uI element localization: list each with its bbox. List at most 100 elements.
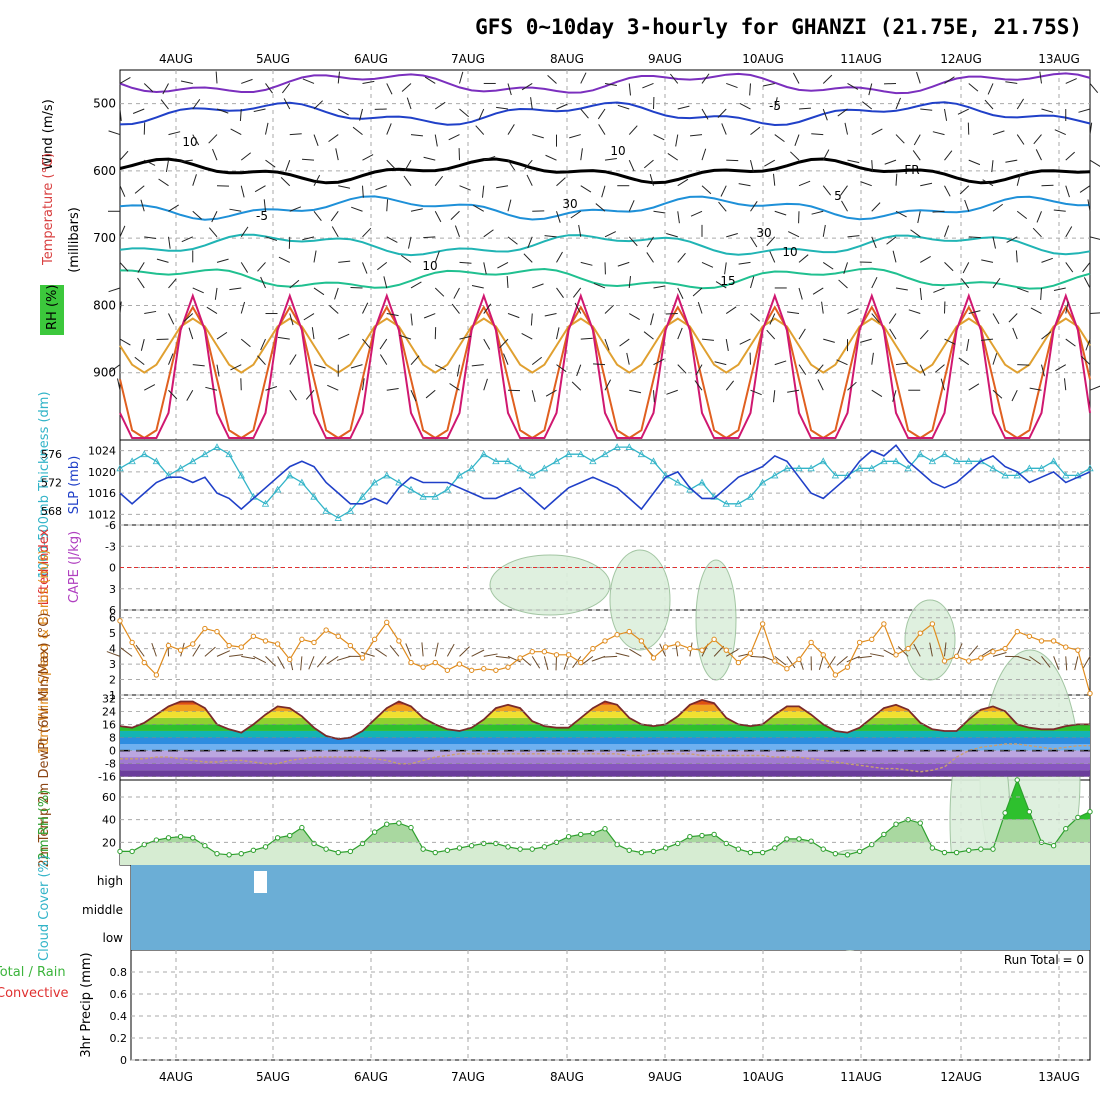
wind-barb (1065, 301, 1069, 314)
wind-barb (530, 97, 533, 110)
thickness-point (589, 457, 597, 465)
rh2m-ylabel: 2m RH (%) (37, 790, 52, 861)
thickness-point (540, 464, 549, 472)
wind-barb (837, 108, 848, 117)
wind10m-point (650, 655, 657, 661)
wind-barb (580, 148, 583, 161)
wind10m-point (941, 658, 948, 664)
temp2m-tick: 8 (109, 732, 116, 745)
wind10m-barb (992, 652, 1007, 657)
wind-barb (580, 72, 587, 84)
wind-barb (1089, 312, 1100, 315)
thickness-point (455, 471, 464, 479)
wind-barb (992, 313, 1000, 325)
rh2m-point (1087, 809, 1093, 815)
wind10m-point (614, 632, 620, 638)
wind10m-point (190, 641, 196, 647)
wind10m-point (359, 655, 366, 661)
wind-barb (424, 76, 436, 84)
wind10m-barb (857, 655, 872, 659)
wind-barb (240, 185, 245, 198)
wind-barb (280, 177, 291, 187)
wind-barb (327, 384, 339, 391)
thickness-point (213, 443, 221, 450)
wind-barb (920, 255, 931, 263)
wind-barb (787, 311, 800, 315)
wind-barb (717, 108, 727, 118)
wind-barb (697, 301, 703, 314)
wind-barb (860, 338, 872, 343)
wind10m-barb (216, 650, 230, 657)
wind10m-point (274, 641, 281, 647)
rh2m-point (238, 850, 244, 857)
thickness-point (819, 457, 827, 465)
isotherm-label: 10 (610, 144, 625, 158)
wind10m-point (1087, 690, 1093, 697)
wind10m-point (129, 639, 135, 646)
temp-band-warm (120, 744, 1090, 751)
wind-barb (212, 148, 218, 161)
wind-barb (289, 206, 302, 212)
wind-barb (572, 287, 582, 298)
rh2m-point (141, 841, 147, 848)
wind10m-tick: 6 (109, 612, 116, 625)
wind-barb (328, 305, 339, 314)
wind-barb (944, 338, 956, 345)
wind-barb (140, 338, 145, 351)
rh2m-point (505, 844, 511, 850)
wind-barb (192, 134, 200, 146)
wind-barb (643, 331, 654, 340)
wind-barb (764, 159, 775, 167)
wind10m-point (468, 667, 475, 673)
wind10m-barb (615, 652, 630, 657)
wind-barb (524, 159, 533, 170)
precip-legend-convective: Convective (0, 986, 69, 1001)
wind-barb (459, 185, 471, 191)
rh2m-point (384, 821, 390, 827)
wind-barb (506, 275, 509, 288)
x-tick-label-bottom: 13AUG (1038, 1070, 1080, 1084)
thickness-point (649, 457, 658, 465)
wind-barb (871, 128, 883, 136)
rh2m-point (153, 837, 160, 843)
wind10m-barb (774, 655, 787, 666)
wind10m-barb (572, 656, 582, 668)
wind-barb (283, 98, 291, 110)
thickness-point (310, 492, 318, 500)
wind-barb (646, 252, 654, 263)
wind-barb (526, 174, 533, 186)
wind10m-point (687, 645, 693, 652)
wind-barb (774, 97, 778, 110)
wind10m-barb (135, 644, 145, 657)
wind-barb (311, 327, 315, 340)
wind10m-point (735, 659, 742, 666)
wind-barb (260, 276, 266, 289)
wind-barb (186, 389, 194, 401)
wind10m-barb (204, 646, 216, 657)
thickness-point (176, 464, 185, 472)
wind10m-point (202, 625, 208, 632)
wind-barb (302, 78, 315, 84)
wind10m-barb (827, 656, 836, 669)
wind-barb (725, 306, 737, 314)
wind-barb (1089, 385, 1100, 391)
rh-shaded-region (695, 559, 737, 681)
wind-barb (459, 108, 470, 118)
wind-barb (1089, 159, 1100, 167)
wind10m-barb (192, 644, 201, 657)
wind-barb (376, 262, 388, 271)
thickness-point (237, 471, 245, 479)
wind10m-barb (300, 656, 303, 671)
wind-barb (787, 231, 800, 238)
wind-barb (992, 353, 998, 365)
wind-barb (359, 108, 363, 121)
temp-band (120, 770, 1090, 777)
wind10m-point (214, 628, 220, 635)
wind10m-barb (120, 647, 133, 657)
thickness-point (965, 457, 973, 465)
x-tick-label-bottom: 9AUG (648, 1070, 682, 1084)
wind-barb (1065, 226, 1073, 238)
wind10m-barb (1082, 656, 1091, 669)
wind-barb (410, 313, 413, 326)
wind-barb (410, 355, 420, 365)
